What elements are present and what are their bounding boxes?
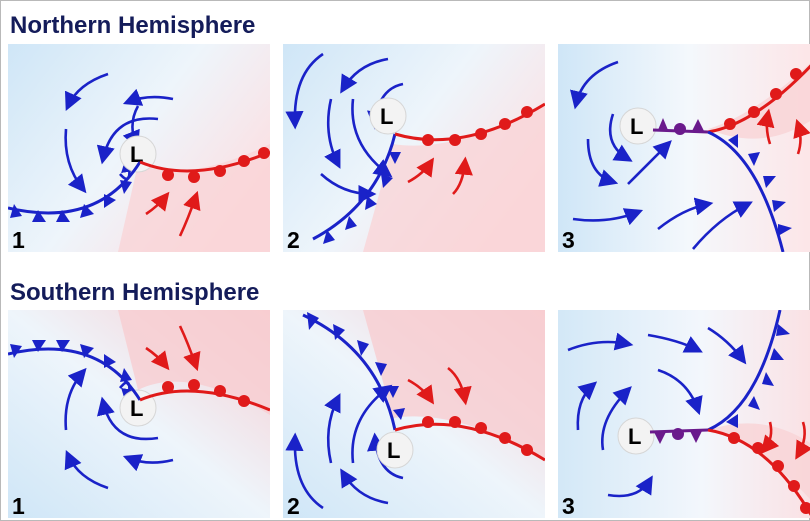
panel-southern-stage-1: L 1 [8,310,270,518]
northern-stage-3-diagram: L [558,44,810,252]
low-pressure-label: L [387,438,400,463]
northern-stage-3-wind-arrows [570,60,753,250]
occluded-front [652,118,709,135]
low-pressure-center [119,389,157,427]
warm-front [139,379,270,412]
southern-stage-2-wind-arrows [285,384,404,510]
low-pressure-center [617,417,655,455]
low-pressure-center [376,431,414,469]
cold-front [707,310,790,432]
panel-northern-stage-1: L 1 [8,44,270,252]
stage-number: 3 [562,227,575,252]
warm-front [707,64,810,134]
low-pressure-label: L [130,142,143,167]
stage-number: 3 [562,493,575,518]
panel-southern-stage-2: L 2 [283,310,545,518]
low-pressure-label: L [130,396,143,421]
northern-stage-2-warm-air-arrows [407,156,473,195]
southern-stage-2-diagram: L [283,310,545,518]
southern-stage-2-warm-air-arrows [407,366,472,406]
cold-front [707,130,792,252]
northern-stage-2-wind-arrows [285,52,404,204]
low-pressure-label: L [628,424,641,449]
northern-stage-2-diagram: L [283,44,545,252]
northern-hemisphere-title: Northern Hemisphere [10,12,256,39]
southern-stage-1-diagram: L [8,310,270,518]
stage-number: 2 [287,493,300,518]
occluded-front [649,428,709,444]
low-pressure-center [369,97,407,135]
southern-stage-3-diagram: L [558,310,810,518]
northern-stage-1-warm-air-arrows [145,190,201,237]
southern-hemisphere-title: Southern Hemisphere [10,279,260,306]
panel-northern-stage-3: L 3 [558,44,810,252]
southern-stage-3-wind-arrows [567,326,747,498]
stage-number: 1 [12,493,25,518]
warm-front [394,416,545,462]
stage-number: 2 [287,227,300,252]
panel-southern-stage-3: L 3 [558,310,810,518]
warm-front [139,147,270,183]
low-pressure-center [119,135,157,173]
cold-front [312,133,401,244]
northern-stage-3-warm-air-arrows [756,108,810,155]
cold-front [302,312,405,431]
northern-stage-1-diagram: L [8,44,270,252]
low-pressure-label: L [380,104,393,129]
low-pressure-label: L [630,114,643,139]
cold-front [8,161,142,222]
warm-front [707,428,810,516]
stage-number: 1 [12,227,25,252]
southern-stage-1-warm-air-arrows [145,325,201,372]
warm-front [394,102,545,146]
cold-front [8,340,142,401]
southern-stage-3-warm-air-arrows [760,421,810,460]
panel-northern-stage-2: L 2 [283,44,545,252]
low-pressure-center [619,107,657,145]
